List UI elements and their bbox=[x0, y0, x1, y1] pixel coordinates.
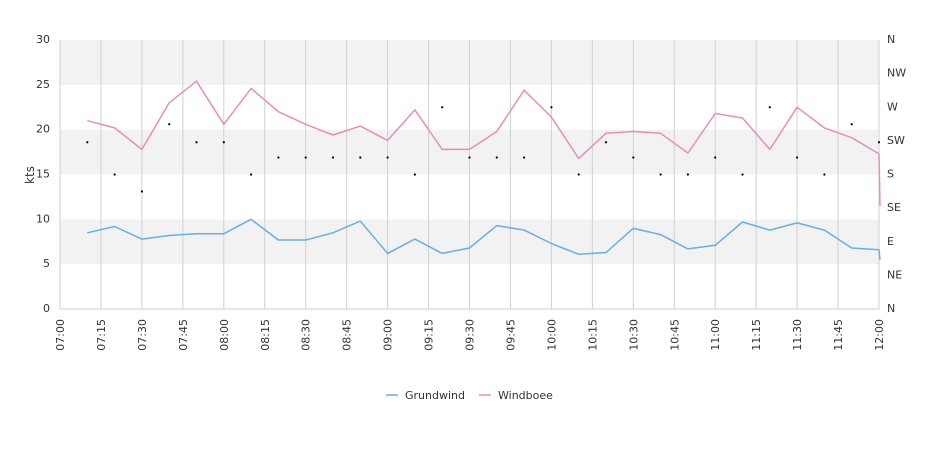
x-tick-label: 11:45 bbox=[832, 319, 845, 351]
x-tick-label: 09:45 bbox=[504, 319, 517, 351]
direction-marker bbox=[113, 173, 116, 176]
direction-marker bbox=[168, 123, 171, 126]
direction-marker bbox=[550, 106, 553, 109]
legend-label-windboee: Windboee bbox=[498, 389, 553, 402]
series-line-grundwind bbox=[87, 218, 881, 260]
x-tick-label: 11:15 bbox=[750, 319, 763, 351]
direction-marker bbox=[823, 173, 826, 176]
vertical-gridlines bbox=[59, 40, 880, 310]
direction-tick-label: N bbox=[887, 33, 895, 46]
y-axis-label: kts bbox=[23, 166, 37, 184]
x-tick-label: 10:15 bbox=[586, 319, 599, 351]
y-tick-label: 30 bbox=[36, 33, 50, 46]
x-tick-label: 10:30 bbox=[627, 319, 640, 351]
x-tick-label: 08:00 bbox=[218, 319, 231, 351]
x-tick-label: 09:15 bbox=[423, 319, 436, 351]
x-tick-label: 11:30 bbox=[791, 319, 804, 351]
direction-marker bbox=[659, 173, 662, 176]
x-tick-label: 09:00 bbox=[382, 319, 395, 351]
legend: Grundwind Windboee bbox=[386, 389, 553, 402]
y-axis-ticks: 0 5 10 15 20 25 30 bbox=[36, 33, 50, 315]
direction-marker bbox=[523, 156, 526, 159]
x-tick-label: 12:00 bbox=[873, 319, 886, 351]
legend-label-grundwind: Grundwind bbox=[405, 389, 465, 402]
x-tick-label: 07:00 bbox=[54, 319, 67, 351]
direction-marker bbox=[331, 156, 335, 159]
direction-tick-label: S bbox=[887, 168, 894, 181]
direction-tick-label: NE bbox=[887, 268, 902, 281]
y-tick-label: 5 bbox=[43, 257, 50, 270]
direction-marker bbox=[413, 173, 416, 176]
direction-marker bbox=[222, 141, 225, 144]
direction-marker bbox=[714, 156, 717, 159]
y-tick-label: 20 bbox=[36, 123, 50, 136]
direction-tick-label: E bbox=[887, 235, 894, 248]
direction-marker bbox=[850, 123, 853, 126]
direction-marker bbox=[632, 156, 635, 159]
x-tick-label: 10:45 bbox=[668, 319, 681, 351]
legend-item-grundwind[interactable]: Grundwind bbox=[386, 389, 465, 402]
direction-tick-label: SE bbox=[887, 201, 901, 214]
direction-marker bbox=[495, 156, 498, 159]
direction-marker bbox=[250, 173, 253, 176]
direction-marker bbox=[441, 106, 444, 109]
direction-tick-label: SW bbox=[887, 134, 905, 147]
direction-marker bbox=[386, 156, 389, 159]
direction-marker bbox=[796, 156, 799, 159]
direction-marker bbox=[304, 156, 307, 159]
direction-marker bbox=[86, 141, 89, 144]
direction-marker bbox=[277, 156, 280, 159]
direction-marker bbox=[768, 106, 771, 109]
direction-tick-label: NW bbox=[887, 67, 906, 80]
direction-marker bbox=[195, 141, 198, 144]
series-lines bbox=[87, 80, 881, 260]
direction-marker bbox=[604, 141, 608, 144]
y-tick-label: 10 bbox=[36, 212, 50, 225]
direction-markers bbox=[86, 106, 881, 193]
series-line-windboee bbox=[87, 80, 881, 206]
x-tick-label: 08:45 bbox=[341, 319, 354, 351]
x-tick-label: 11:00 bbox=[709, 319, 722, 351]
x-tick-label: 07:45 bbox=[177, 319, 190, 351]
direction-tick-label: N bbox=[887, 302, 895, 315]
x-tick-label: 09:30 bbox=[464, 319, 477, 351]
direction-marker bbox=[577, 173, 580, 176]
x-axis-ticks: 07:00 07:15 07:30 07:45 08:00 08:15 08:30 08:45… bbox=[54, 319, 886, 351]
x-tick-label: 08:30 bbox=[300, 319, 313, 351]
direction-axis-ticks: N NE E SE S SW W NW N bbox=[887, 33, 906, 315]
x-tick-label: 10:00 bbox=[545, 319, 558, 351]
y-tick-label: 25 bbox=[36, 78, 50, 91]
direction-marker bbox=[741, 173, 744, 176]
y-tick-label: 0 bbox=[43, 302, 50, 315]
direction-marker bbox=[468, 156, 471, 159]
direction-marker bbox=[359, 156, 362, 159]
y-tick-label: 15 bbox=[36, 168, 50, 181]
x-tick-label: 08:15 bbox=[259, 319, 272, 351]
legend-item-windboee[interactable]: Windboee bbox=[479, 389, 553, 402]
direction-marker bbox=[877, 141, 881, 144]
direction-tick-label: W bbox=[887, 100, 898, 113]
x-tick-label: 07:30 bbox=[136, 319, 149, 351]
direction-marker bbox=[686, 173, 690, 176]
x-tick-label: 07:15 bbox=[95, 319, 108, 351]
direction-marker bbox=[140, 190, 143, 193]
